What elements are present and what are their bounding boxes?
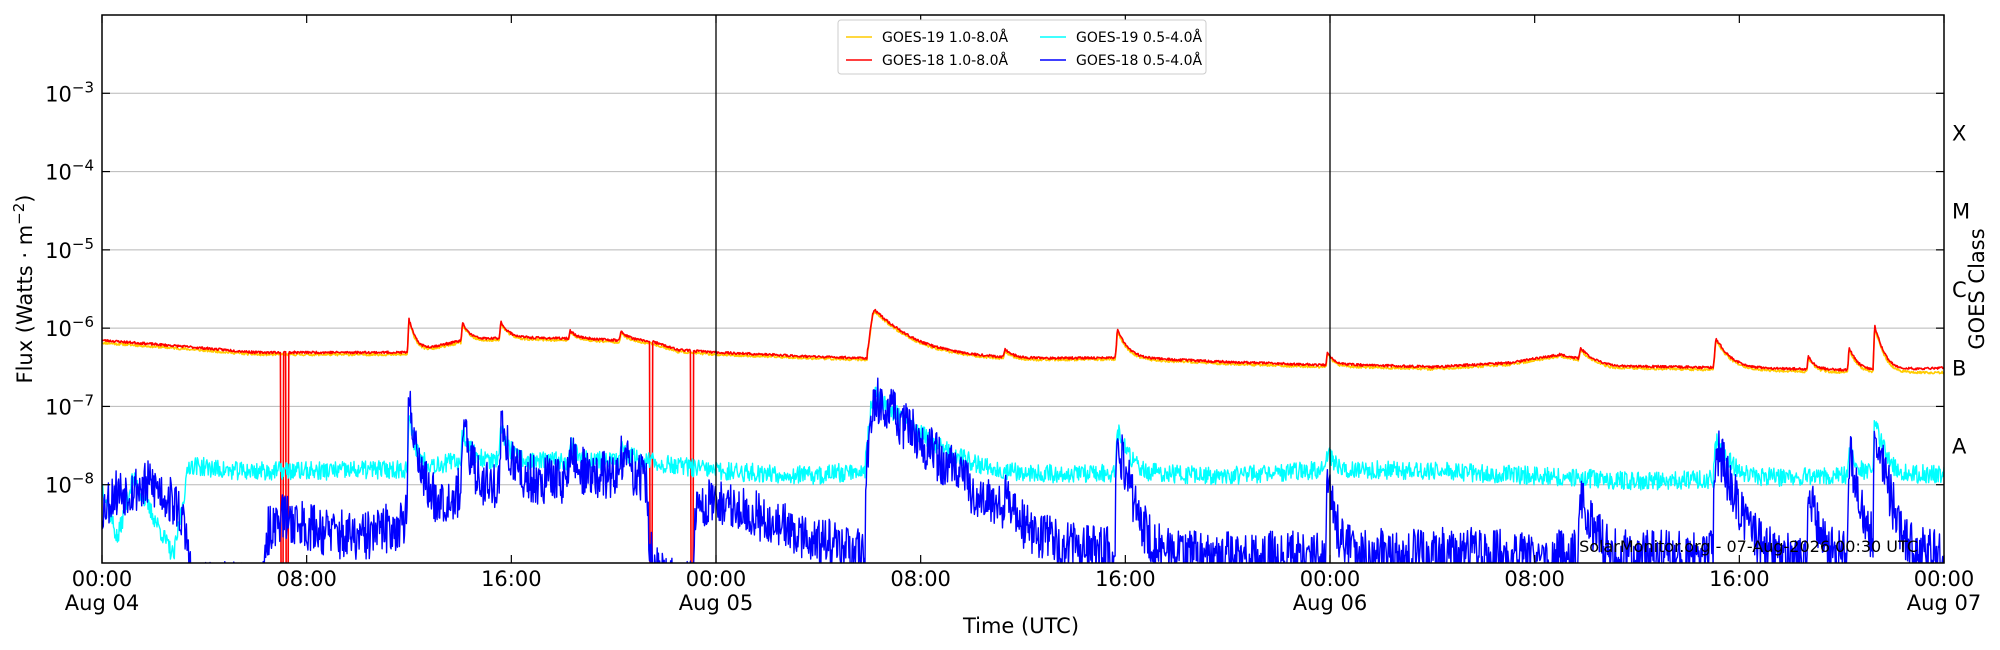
y-tick-exponent: −8	[72, 470, 94, 488]
y-tick-label: 10−5	[45, 235, 94, 263]
x-tick-time-label: 00:00	[686, 567, 747, 591]
y-tick-base: 10	[45, 239, 72, 263]
y-tick-label: 10−3	[45, 78, 94, 106]
y-tick-exponent: −3	[72, 78, 94, 96]
y-tick-base: 10	[45, 317, 72, 341]
series-line-1	[102, 310, 1944, 375]
y-tick-base: 10	[45, 161, 72, 185]
x-tick-time-label: 00:00	[1300, 567, 1361, 591]
y-axis-title-close: )	[13, 194, 37, 202]
series-line-4	[102, 377, 1944, 563]
credit-label: SolarMonitor.org - 07-Aug-2026 00:30 UTC	[1579, 537, 1918, 556]
x-tick-time-label: 00:00	[1914, 567, 1975, 591]
y-tick-label: 10−6	[45, 313, 94, 341]
legend: GOES-19 1.0-8.0Å GOES-18 1.0-8.0Å GOES-1…	[837, 19, 1207, 75]
y-tick-base: 10	[45, 82, 72, 106]
y-axis-title-superscript: −2	[10, 203, 28, 225]
legend-label-goes18-long: GOES-18 1.0-8.0Å	[882, 52, 1008, 69]
x-tick-time-label: 16:00	[1095, 567, 1156, 591]
x-tick-time-label: 16:00	[1709, 567, 1770, 591]
y-tick-exponent: −7	[72, 391, 94, 409]
y-axis-title: Flux (Watts · m−2)	[10, 194, 37, 383]
x-tick-time-label: 08:00	[890, 567, 951, 591]
y-tick-label: 10−8	[45, 470, 94, 498]
plot-frame	[101, 14, 1945, 564]
legend-entry-goes18-short: GOES-18 0.5-4.0Å	[1040, 52, 1202, 69]
goes-class-label: X	[1952, 121, 1966, 145]
y-tick-exponent: −4	[72, 157, 94, 175]
x-tick-time-label: 08:00	[1504, 567, 1565, 591]
goes-class-label: C	[1952, 278, 1967, 302]
y-axis-ticks: 10−310−410−510−610−710−8	[45, 78, 1944, 498]
grid-lines	[102, 92, 1944, 486]
x-tick-date-label: Aug 07	[1907, 591, 1981, 615]
x-tick-date-label: Aug 05	[679, 591, 753, 615]
x-tick-date-label: Aug 04	[65, 591, 139, 615]
goes-class-label: B	[1952, 356, 1966, 380]
y-tick-label: 10−7	[45, 391, 94, 419]
legend-label-goes18-short: GOES-18 0.5-4.0Å	[1076, 52, 1202, 69]
y-tick-exponent: −5	[72, 235, 94, 253]
goes-class-label: A	[1952, 435, 1967, 459]
goes-class-axis-title: GOES Class	[1965, 228, 1989, 349]
series-line-2	[102, 308, 1944, 563]
legend-label-goes19-long: GOES-19 1.0-8.0Å	[882, 29, 1008, 46]
y-tick-base: 10	[45, 474, 72, 498]
legend-box	[837, 19, 1207, 75]
x-tick-time-label: 08:00	[276, 567, 337, 591]
y-tick-base: 10	[45, 395, 72, 419]
day-boundaries	[715, 15, 1331, 563]
x-tick-date-label: Aug 06	[1293, 591, 1367, 615]
y-axis-title-main: Flux (Watts · m	[13, 225, 37, 384]
goes-class-labels: A B C M X	[1952, 121, 1970, 458]
x-tick-time-label: 00:00	[72, 567, 133, 591]
series-line-3	[102, 386, 1944, 560]
legend-entry-goes19-short: GOES-19 0.5-4.0Å	[1040, 29, 1202, 46]
legend-label-goes19-short: GOES-19 0.5-4.0Å	[1076, 29, 1202, 46]
legend-entry-goes19-long: GOES-19 1.0-8.0Å	[846, 29, 1008, 46]
x-axis-title: Time (UTC)	[962, 614, 1079, 638]
legend-entry-goes18-long: GOES-18 1.0-8.0Å	[846, 52, 1008, 69]
y-tick-exponent: −6	[72, 313, 94, 331]
series-layer	[102, 308, 1944, 563]
y-tick-label: 10−4	[45, 157, 94, 185]
goes-class-label: M	[1952, 200, 1970, 224]
x-tick-time-label: 16:00	[481, 567, 542, 591]
